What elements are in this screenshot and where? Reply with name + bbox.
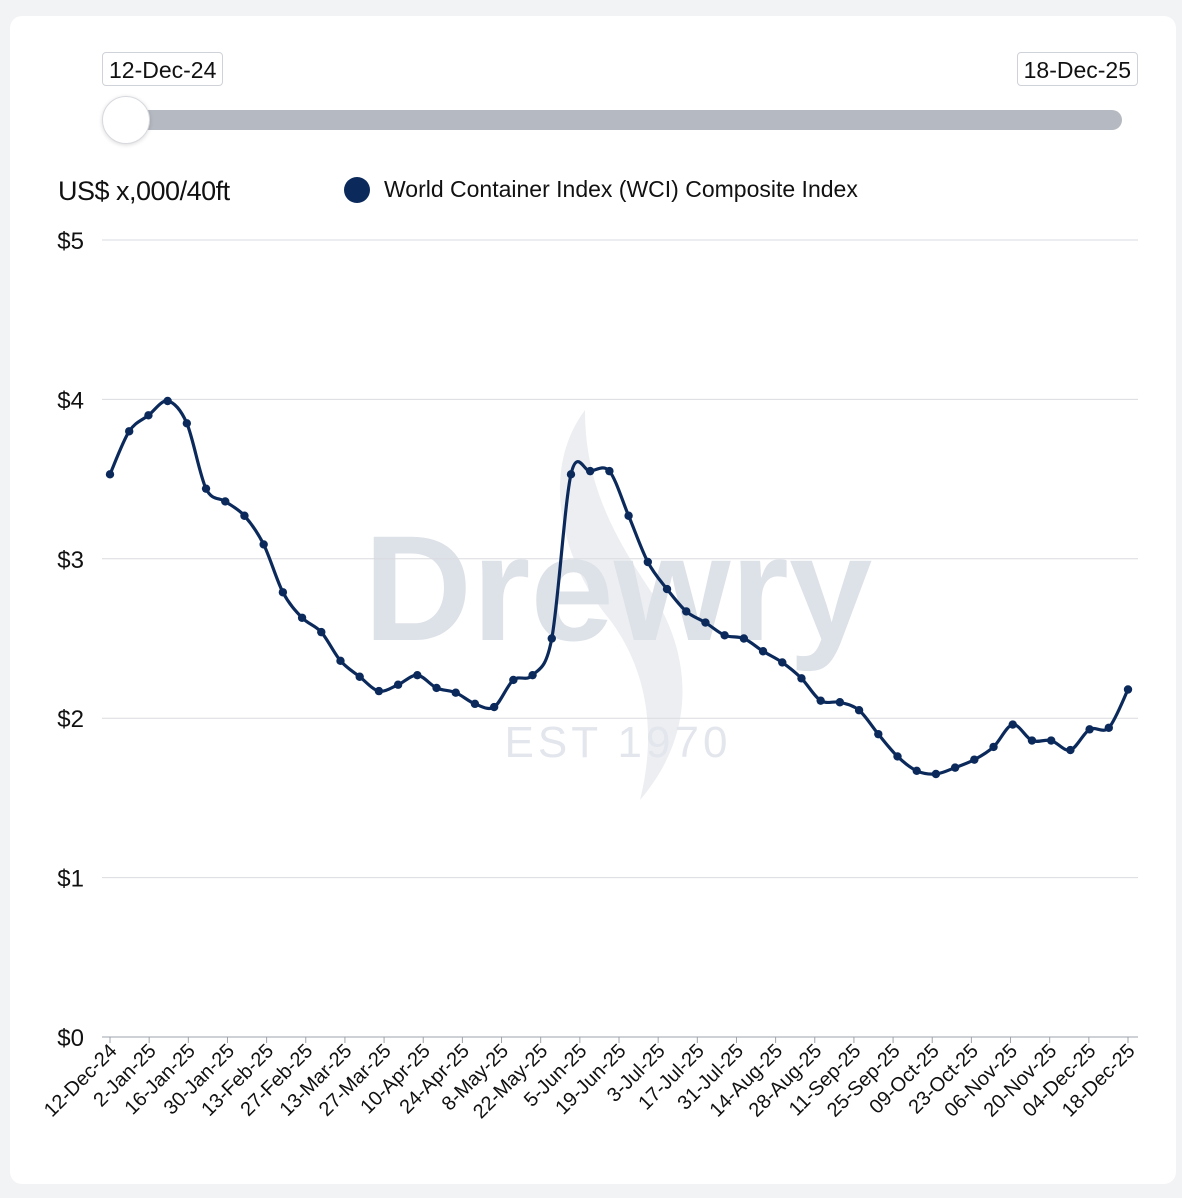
data-point[interactable] <box>1123 685 1133 694</box>
drewry-watermark: Drewry EST 1970 <box>364 410 873 800</box>
data-point[interactable] <box>1104 723 1113 732</box>
data-point[interactable] <box>355 672 364 681</box>
x-axis-ticks: 12-Dec-242-Jan-2516-Jan-2530-Jan-2513-Fe… <box>40 1037 1140 1123</box>
data-point[interactable] <box>643 557 653 567</box>
data-point[interactable] <box>720 631 729 640</box>
data-point[interactable] <box>605 466 614 476</box>
data-point[interactable] <box>739 634 749 643</box>
data-point[interactable] <box>835 698 845 707</box>
series-wci-composite <box>105 396 1133 779</box>
data-point[interactable] <box>528 670 537 680</box>
legend-label: World Container Index (WCI) Composite In… <box>384 176 858 202</box>
data-point[interactable] <box>182 419 192 428</box>
data-point[interactable] <box>970 755 979 764</box>
range-end-label: 18-Dec-25 <box>1016 52 1138 86</box>
data-point[interactable] <box>701 618 710 627</box>
data-point[interactable] <box>912 766 921 776</box>
chart-card <box>10 16 1176 1184</box>
data-point[interactable] <box>201 484 211 493</box>
data-point[interactable] <box>989 742 998 752</box>
data-point[interactable] <box>585 466 595 476</box>
legend[interactable]: World Container Index (WCI) Composite In… <box>344 176 858 203</box>
y-tick-label: $0 <box>57 1025 84 1052</box>
watermark-tagline: EST 1970 <box>505 718 732 767</box>
data-point[interactable] <box>163 396 172 406</box>
data-point[interactable] <box>778 658 787 667</box>
y-tick-label: $2 <box>57 706 84 733</box>
watermark-brand: Drewry <box>364 504 873 672</box>
range-start-label: 12-Dec-24 <box>102 52 224 86</box>
data-point[interactable] <box>547 634 556 643</box>
data-point[interactable] <box>758 647 768 656</box>
y-tick-label: $5 <box>57 228 84 255</box>
data-point[interactable] <box>874 729 883 739</box>
data-point[interactable] <box>278 588 288 597</box>
data-point[interactable] <box>566 470 576 479</box>
data-point[interactable] <box>451 688 460 697</box>
date-range-slider-handle[interactable] <box>102 96 150 144</box>
data-point[interactable] <box>413 670 422 680</box>
data-point[interactable] <box>125 427 134 436</box>
y-tick-label: $3 <box>57 547 84 574</box>
legend-marker <box>344 176 370 203</box>
data-point[interactable] <box>317 627 326 637</box>
data-point[interactable] <box>1027 736 1037 745</box>
watermark-flame-icon <box>559 410 683 800</box>
y-tick-label: $1 <box>57 866 84 893</box>
data-point[interactable] <box>432 683 441 693</box>
data-point[interactable] <box>470 699 480 709</box>
y-axis-ticks: $0 $1 $2 $3 $4 $5 <box>57 228 84 1052</box>
data-point[interactable] <box>624 511 633 520</box>
data-point[interactable] <box>816 696 825 705</box>
data-point[interactable] <box>259 540 268 549</box>
data-point[interactable] <box>374 686 384 696</box>
data-point[interactable] <box>1085 725 1094 734</box>
data-point[interactable] <box>221 497 230 506</box>
data-point[interactable] <box>950 763 960 772</box>
data-point[interactable] <box>336 656 345 666</box>
y-tick-label: $4 <box>57 387 84 414</box>
data-point[interactable] <box>1066 745 1075 755</box>
data-point[interactable] <box>297 613 307 622</box>
data-point[interactable] <box>144 411 153 420</box>
data-point[interactable] <box>854 706 864 715</box>
data-point[interactable] <box>662 584 672 594</box>
data-point[interactable] <box>797 674 806 683</box>
data-point[interactable] <box>682 607 691 616</box>
data-point[interactable] <box>1046 736 1056 745</box>
date-range-slider-track[interactable] <box>106 110 1122 130</box>
data-point[interactable] <box>1008 720 1017 729</box>
data-point[interactable] <box>105 470 115 479</box>
data-point[interactable] <box>393 680 403 689</box>
grid <box>102 239 1138 1038</box>
data-point[interactable] <box>489 702 499 712</box>
data-point[interactable] <box>931 769 941 779</box>
data-point[interactable] <box>240 511 249 520</box>
data-point[interactable] <box>893 752 902 761</box>
y-axis-unit-label: US$ x,000/40ft <box>58 176 230 206</box>
data-point[interactable] <box>509 675 518 685</box>
